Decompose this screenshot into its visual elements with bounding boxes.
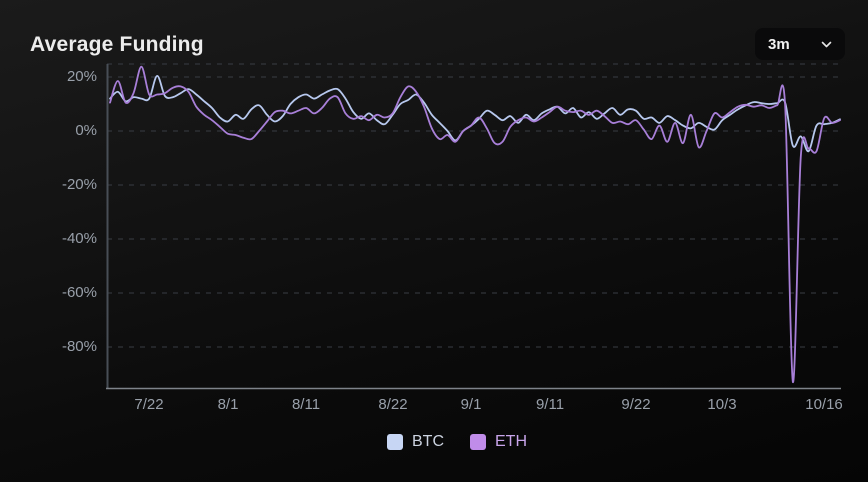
chart-title: Average Funding: [30, 33, 204, 56]
x-tick-label: 10/3: [707, 396, 737, 413]
x-tick-label: 9/22: [621, 396, 651, 413]
x-tick-label: 7/22: [134, 396, 164, 413]
y-tick-label: 0%: [75, 122, 97, 139]
x-tick-label: 9/1: [460, 396, 482, 413]
y-tick-label: 20%: [66, 68, 97, 85]
y-tick-label: -20%: [61, 176, 97, 193]
chart-legend: BTC ETH: [23, 433, 868, 451]
btc-line: [109, 74, 841, 153]
btc-swatch: [387, 434, 403, 450]
legend-item-btc[interactable]: BTC: [387, 433, 444, 451]
time-range-dropdown[interactable]: 3m: [755, 28, 845, 60]
y-tick-label: -60%: [61, 284, 97, 301]
x-tick-label: 8/22: [378, 396, 408, 413]
time-range-value: 3m: [768, 35, 790, 53]
y-tick-label: -40%: [61, 230, 97, 247]
x-tick-label: 9/11: [535, 396, 565, 413]
legend-item-eth[interactable]: ETH: [470, 433, 527, 451]
eth-swatch: [470, 434, 486, 450]
chevron-down-icon: [821, 41, 832, 47]
btc-label: BTC: [412, 433, 444, 450]
y-tick-label: -80%: [61, 338, 97, 355]
eth-label: ETH: [495, 433, 527, 450]
eth-line: [109, 65, 841, 384]
x-tick-label: 10/16: [805, 396, 843, 413]
x-tick-label: 8/1: [217, 396, 239, 413]
x-tick-label: 8/11: [291, 396, 321, 413]
